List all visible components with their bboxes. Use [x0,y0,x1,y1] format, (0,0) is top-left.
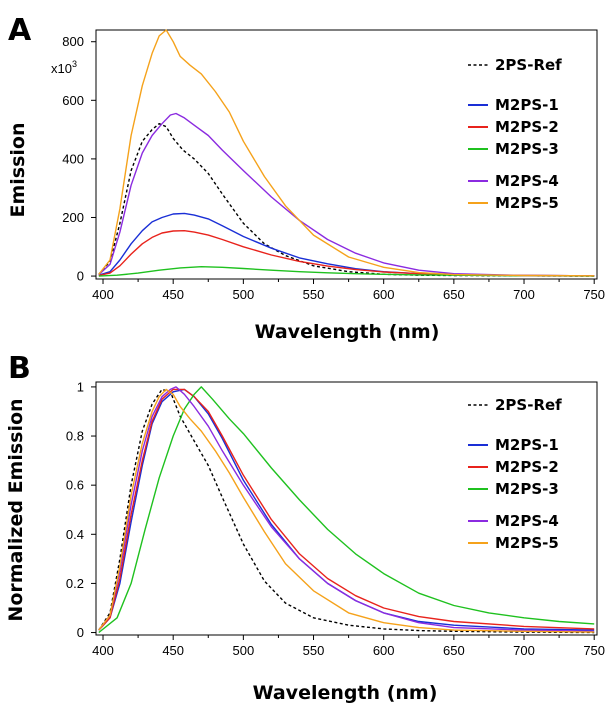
panel-b-legend-label-m2ps-3: M2PS-3 [495,480,559,498]
panel-a-ytick-label: 600 [62,93,84,108]
panel-b-series-m2ps-4 [98,386,595,632]
panel-b-series-m2ps-2 [98,388,595,631]
panel-a-ytick-label: 800 [62,34,84,49]
panel-b-series-m2ps-5 [98,388,595,633]
panel-b-ytick-label: 0 [77,625,84,640]
panel-b-y-axis-title: Normalized Emission [5,398,27,621]
panel-a-series-group [98,29,595,277]
panel-b-legend-label-m2ps-1: M2PS-1 [495,436,559,454]
panel-b-xtick-label: 600 [373,643,395,658]
panel-a-series-m2ps-3 [98,266,595,277]
panel-b-legend-label-m2ps-5: M2PS-5 [495,534,559,552]
panel-a-xtick-label: 750 [583,287,605,302]
panel-b-xtick-label: 450 [162,643,184,658]
panel-a-xtick-label: 500 [233,287,255,302]
panel-a-series-m2ps-1 [98,212,595,277]
panel-a-xtick-label: 700 [513,287,535,302]
panel-a-xtick-label: 550 [303,287,325,302]
panel-a-xtick-label: 650 [443,287,465,302]
panel-a-legend-label-m2ps-5: M2PS-5 [495,194,559,212]
panel-b-plot-frame [95,381,598,636]
panel-b-xtick-label: 400 [92,643,114,658]
panel-a-ytick-label: 0 [77,269,84,284]
panel-a-ytick-label: 400 [62,151,84,166]
panel-a-x-axis-title: Wavelength (nm) [255,321,440,343]
panel-b-xtick-label: 500 [233,643,255,658]
panel-a-series-m2ps-4 [98,112,595,277]
panel-a: A 400 450 500 550 600 650 700 750 0 200 400 600 800 x1… [7,13,605,343]
panel-a-y-multiplier: x103 [51,59,77,76]
panel-b-legend: 2PS-Ref M2PS-1 M2PS-2 M2PS-3 M2PS-4 M2PS-5 [468,396,562,552]
panel-a-ytick-label: 200 [62,210,84,225]
panel-b-series-2ps-ref [98,388,595,634]
panel-b: B 400 450 500 550 600 650 700 750 0 0.2 0.4 0.6 0.8 1 W… [5,351,605,704]
panel-a-y-axis-title: Emission [7,123,29,218]
panel-b-series-m2ps-1 [98,388,595,631]
panel-a-legend-label-m2ps-4: M2PS-4 [495,172,559,190]
panel-b-xtick-label: 750 [583,643,605,658]
panel-a-plot-frame [95,29,598,280]
panel-b-legend-label-m2ps-2: M2PS-2 [495,458,559,476]
panel-a-series-m2ps-5 [98,29,595,277]
panel-a-series-m2ps-2 [98,229,595,277]
panel-b-ytick-label: 0.2 [66,576,84,591]
panel-b-xtick-label: 550 [303,643,325,658]
panel-a-legend-label-m2ps-1: M2PS-1 [495,96,559,114]
panel-b-ytick-label: 0.6 [66,478,84,493]
panel-b-x-axis-title: Wavelength (nm) [253,682,438,704]
panel-a-xtick-label: 400 [92,287,114,302]
panel-a-legend-label-2ps-ref: 2PS-Ref [495,56,562,74]
panel-b-xtick-label: 700 [513,643,535,658]
panel-b-ytick-label: 0.8 [66,429,84,444]
panel-b-legend-label-2ps-ref: 2PS-Ref [495,396,562,414]
panel-a-legend-label-m2ps-2: M2PS-2 [495,118,559,136]
panel-a-letter: A [8,13,32,48]
panel-a-legend-label-m2ps-3: M2PS-3 [495,140,559,158]
panel-b-series-group [98,386,595,634]
panel-b-ytick-label: 1 [77,379,84,394]
panel-b-ytick-label: 0.4 [66,527,84,542]
panel-b-legend-label-m2ps-4: M2PS-4 [495,512,559,530]
panel-a-xtick-label: 450 [162,287,184,302]
panel-a-xtick-label: 600 [373,287,395,302]
panel-a-legend: 2PS-Ref M2PS-1 M2PS-2 M2PS-3 M2PS-4 M2PS-5 [468,56,562,212]
panel-b-xtick-label: 650 [443,643,465,658]
panel-b-letter: B [8,351,31,386]
panel-b-series-m2ps-3 [98,386,595,634]
